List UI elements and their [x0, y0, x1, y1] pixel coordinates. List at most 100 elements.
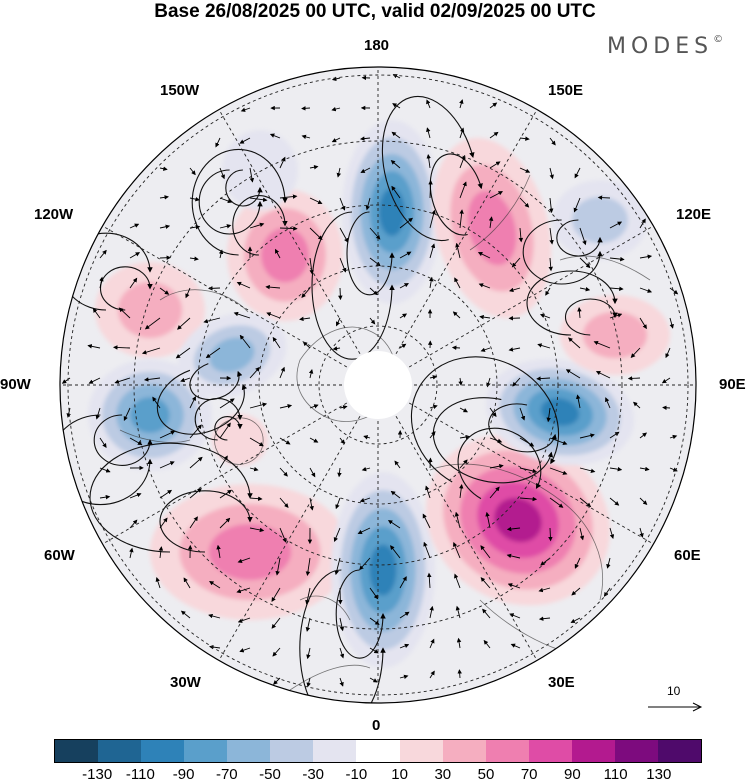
- streamline: [429, 153, 483, 236]
- wind-arrow: [597, 195, 611, 200]
- colorbar-tick-label: -10: [345, 766, 368, 783]
- wind-arrow: [279, 404, 293, 409]
- wind-arrow: [548, 197, 554, 214]
- wind-arrow: [336, 167, 341, 178]
- wind-arrow: [573, 197, 581, 213]
- wind-arrow: [216, 544, 221, 559]
- colorbar-bin: [528, 740, 572, 762]
- wind-arrow: [454, 277, 461, 289]
- streamline: [93, 414, 153, 466]
- wind-arrow: [639, 287, 653, 293]
- streamline: [556, 219, 603, 257]
- anomaly-negative-pacific-small: [222, 130, 298, 210]
- wind-arrow: [399, 313, 408, 319]
- wind-arrow: [218, 249, 224, 259]
- wind-arrow: [129, 519, 138, 529]
- wind-arrow: [99, 494, 111, 500]
- modes-logo: MODES©: [607, 34, 723, 59]
- wind-arrow: [565, 369, 581, 379]
- wind-arrow: [391, 131, 401, 139]
- meridian-line: [212, 98, 379, 386]
- streamline: [522, 219, 603, 285]
- wind-arrow: [158, 546, 164, 559]
- wind-arrow: [593, 340, 611, 349]
- wind-arrow: [309, 227, 323, 241]
- wind-arrow: [459, 127, 465, 139]
- wind-arrow: [369, 677, 378, 683]
- wind-arrow: [538, 616, 551, 621]
- wind-arrow: [429, 209, 436, 229]
- wind-arrow: [331, 76, 341, 82]
- meridian-line: [212, 384, 379, 672]
- latitude-circle-70: [258, 265, 498, 505]
- wind-arrow: [549, 227, 554, 245]
- wind-arrow: [549, 437, 568, 445]
- wind-arrow: [458, 377, 463, 386]
- wind-arrow: [427, 572, 432, 589]
- wind-arrow: [483, 639, 491, 649]
- wind-arrow: [331, 106, 341, 112]
- wind-arrow: [477, 252, 491, 259]
- wind-arrow: [478, 283, 491, 289]
- wind-arrow: [489, 161, 501, 169]
- wind-arrow: [129, 277, 138, 289]
- map-boundary: [59, 66, 697, 704]
- wind-arrow: [519, 467, 538, 474]
- wind-arrow: [273, 677, 281, 685]
- wind-arrow: [429, 638, 435, 649]
- colorbar-tick-label: -50: [259, 766, 281, 783]
- wind-arrow: [219, 167, 225, 180]
- wind-arrow: [129, 223, 140, 229]
- wind-arrow: [249, 466, 259, 472]
- wind-arrow: [428, 276, 434, 289]
- wind-arrow: [579, 433, 595, 439]
- wind-arrow: [518, 227, 524, 243]
- anomaly-negative-hudson: [88, 359, 212, 471]
- anomaly-positive-120w: [227, 189, 343, 321]
- lon-label-150w: 150W: [160, 82, 200, 99]
- wind-arrow: [457, 669, 462, 679]
- wind-arrow: [452, 541, 461, 559]
- colorbar-tick-label: -90: [172, 766, 195, 783]
- lon-label-0: 0: [372, 717, 381, 734]
- wind-arrow: [399, 343, 407, 349]
- wind-arrow: [519, 197, 530, 208]
- wind-arrow: [489, 407, 497, 418]
- wind-arrow: [452, 311, 461, 319]
- wind-arrow: [661, 377, 671, 384]
- lon-label-120e: 120E: [676, 206, 712, 223]
- wind-arrow: [579, 257, 591, 269]
- wind-arrow: [574, 167, 581, 179]
- wind-arrow: [219, 398, 235, 409]
- wind-arrow: [129, 437, 143, 445]
- wind-arrow: [279, 156, 286, 169]
- wind-arrow: [301, 106, 311, 111]
- wind-arrow: [205, 347, 221, 359]
- wind-arrow: [123, 407, 131, 422]
- wind-arrow: [399, 251, 412, 259]
- wind-arrow: [240, 107, 251, 112]
- wind-arrow: [390, 545, 401, 559]
- wind-arrow: [485, 511, 491, 529]
- wind-arrow: [237, 557, 251, 564]
- colorbar-tick-label: -110: [125, 766, 155, 783]
- wind-arrow: [309, 467, 316, 478]
- wind-arrow: [272, 647, 281, 657]
- wind-arrow: [480, 545, 491, 559]
- wind-arrow: [189, 256, 199, 261]
- wind-arrow: [519, 437, 535, 447]
- anomaly-field: [88, 120, 670, 668]
- wind-arrow: [391, 185, 401, 199]
- wind-arrow: [159, 195, 169, 200]
- wind-arrow: [144, 377, 161, 382]
- wind-arrow: [333, 527, 341, 543]
- colorbar-ticks: -130 -110 -90 -70 -50 -30 -10 10 30 50 70 90 110 130: [0, 766, 750, 783]
- wind-arrow: [369, 647, 379, 654]
- meridian-line: [377, 98, 544, 386]
- map-title: Base 26/08/2025 00 UTC, valid 02/09/2025…: [154, 1, 596, 22]
- wind-arrow: [639, 527, 644, 538]
- wind-arrow: [114, 377, 131, 384]
- wind-arrow: [399, 643, 410, 649]
- wind-arrow: [274, 248, 281, 259]
- wind-arrow: [219, 517, 231, 529]
